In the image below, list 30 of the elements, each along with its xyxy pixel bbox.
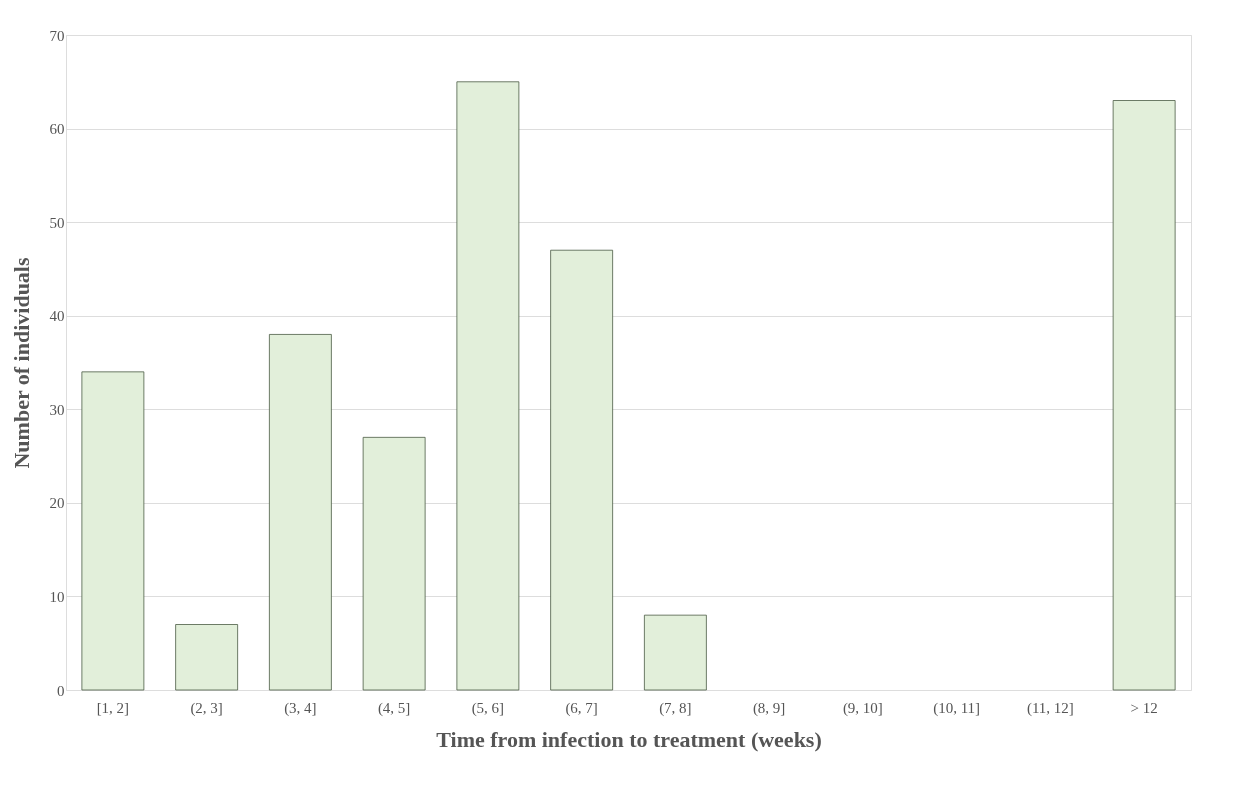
x-tick-label: (4, 5] — [377, 699, 411, 717]
x-tick-label: (2, 3] — [190, 699, 223, 717]
y-tick-label: 0 — [57, 682, 65, 699]
x-tick-label: (6, 7] — [565, 699, 598, 717]
y-tick-label: 60 — [49, 121, 65, 138]
x-tick-label: (5, 6] — [471, 699, 505, 717]
x-tick-label: (8, 9] — [752, 699, 786, 717]
y-tick-label: 50 — [49, 214, 65, 231]
bar — [362, 436, 426, 691]
x-tick-label: (10, 11] — [933, 699, 981, 717]
bar — [1112, 100, 1176, 691]
x-tick-label: [1, 2] — [96, 699, 130, 716]
bar — [81, 371, 145, 691]
bar — [268, 334, 332, 691]
x-axis-title: Time from infection to treatment (weeks) — [436, 726, 822, 752]
x-tick-label: (9, 10] — [842, 699, 883, 717]
bar — [175, 624, 239, 691]
bar — [643, 614, 707, 691]
x-tick-label: > 12 — [1130, 699, 1158, 716]
y-tick-label: 30 — [49, 401, 65, 418]
y-tick-label: 40 — [49, 308, 65, 325]
y-axis-title: Number of individuals — [8, 257, 34, 469]
x-tick-label: (11, 12] — [1026, 699, 1074, 717]
x-tick-label: (7, 8] — [659, 699, 692, 717]
y-tick-label: 70 — [49, 27, 65, 44]
bar — [550, 249, 614, 691]
bar — [456, 81, 520, 691]
x-tick-label: (3, 4] — [284, 699, 317, 717]
y-tick-label: 10 — [49, 588, 65, 605]
y-tick-label: 20 — [49, 495, 65, 512]
